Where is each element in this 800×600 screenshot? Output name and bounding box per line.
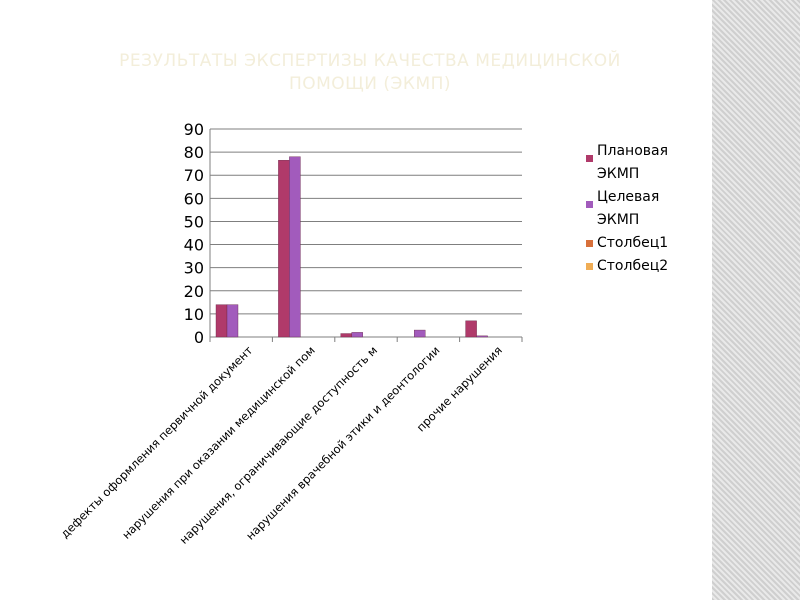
legend-label-column1: Столбец1 [597,235,669,251]
legend-item-planned: Плановая ЭКМП [586,140,706,186]
legend-swatch-column1 [586,240,593,247]
y-tick-label: 70 [184,166,204,185]
bar [465,320,477,338]
bar [215,304,228,338]
decorative-stripe [712,0,800,600]
y-tick-label: 30 [184,259,204,278]
legend-swatch-column2 [586,263,593,270]
legend-swatch-planned [586,155,593,162]
bar [226,304,239,338]
legend-swatch-targeted [586,201,593,208]
bar [476,335,488,338]
bar [414,329,426,338]
legend-label-targeted-line2: ЭКМП [597,212,640,228]
y-tick-label: 80 [184,143,204,162]
y-tick-label: 50 [184,212,204,231]
y-tick-label: 60 [184,189,204,208]
y-tick-label: 20 [184,282,204,301]
bar [289,156,301,338]
bar [351,332,363,338]
legend-label-column2: Столбец2 [597,258,669,274]
legend-item-targeted: Целевая ЭКМП [586,186,706,232]
y-tick-label: 90 [184,120,204,139]
bar [340,333,352,338]
legend-label-planned-line2: ЭКМП [597,166,640,182]
slide-title-line2: ПОМОЩИ (ЭКМП) [288,74,452,94]
y-tick-label: 0 [194,328,204,347]
bar [278,159,290,338]
slide-title: РЕЗУЛЬТАТЫ ЭКСПЕРТИЗЫ КАЧЕСТВА МЕДИЦИНСК… [50,50,690,96]
y-tick-label: 40 [184,236,204,255]
legend-label-planned-line1: Плановая [597,143,669,159]
legend-item-column1: Столбец1 [586,232,706,255]
y-tick-label: 10 [184,305,204,324]
chart-legend: Плановая ЭКМП Целевая ЭКМП Столбец1 Стол… [586,140,706,278]
slide-title-line1: РЕЗУЛЬТАТЫ ЭКСПЕРТИЗЫ КАЧЕСТВА МЕДИЦИНСК… [119,51,621,71]
legend-item-column2: Столбец2 [586,255,706,278]
legend-label-targeted-line1: Целевая [597,189,660,205]
